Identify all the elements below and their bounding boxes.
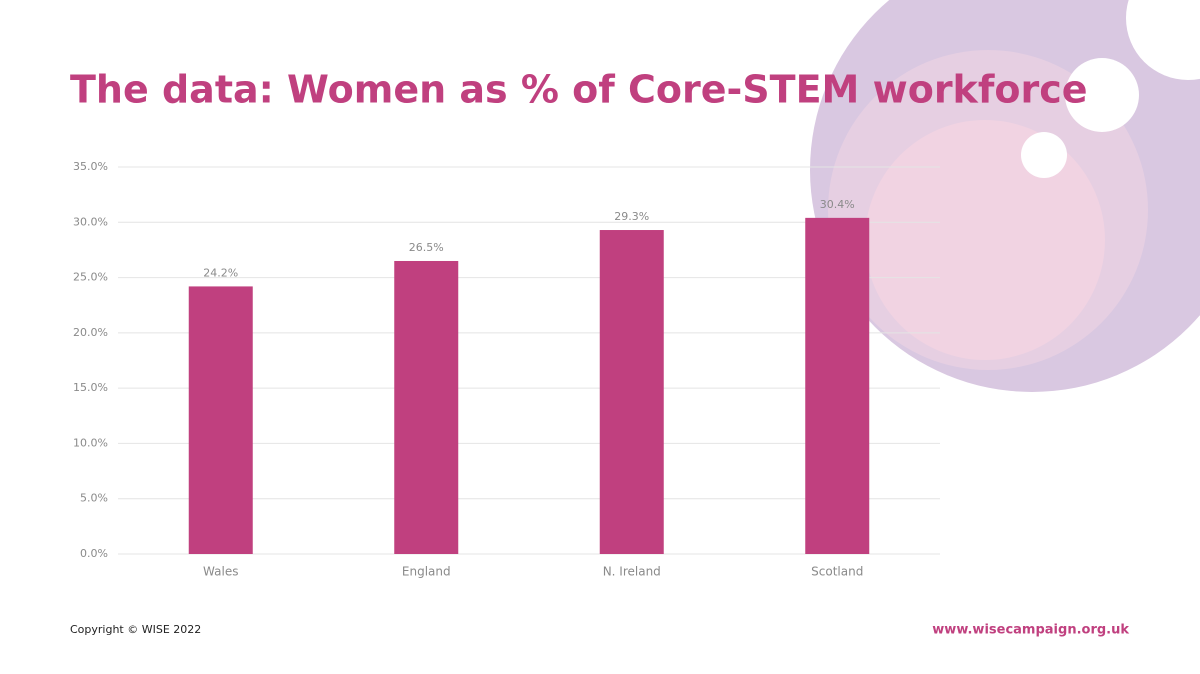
y-tick-label: 20.0% (73, 326, 108, 339)
bar (599, 230, 664, 555)
y-tick-label: 25.0% (73, 271, 108, 284)
value-label: 29.3% (614, 210, 649, 223)
y-tick-label: 5.0% (80, 492, 108, 505)
bg-circle (865, 120, 1105, 360)
y-tick-label: 0.0% (80, 547, 108, 560)
y-tick-label: 30.0% (73, 215, 108, 228)
y-tick-label: 10.0% (73, 436, 108, 449)
decoration (810, 0, 1200, 392)
y-tick-label: 35.0% (73, 160, 108, 173)
bg-circle (1126, 0, 1200, 80)
x-tick-label: Scotland (811, 565, 863, 579)
bar (805, 217, 870, 554)
website[interactable]: www.wisecampaign.org.uk (932, 623, 1129, 638)
copyright: Copyright © WISE 2022 (70, 623, 201, 636)
x-tick-label: N. Ireland (603, 565, 661, 579)
bg-circle (1021, 132, 1067, 178)
y-tick-label: 15.0% (73, 381, 108, 394)
bar (394, 260, 459, 554)
x-tick-label: Wales (203, 565, 238, 579)
value-label: 30.4% (820, 198, 855, 211)
chart-title: The data: Women as % of Core-STEM workfo… (70, 68, 1088, 112)
value-label: 24.2% (203, 266, 238, 279)
bg-circle (1065, 58, 1139, 132)
x-tick-label: England (402, 565, 451, 579)
bar (188, 286, 253, 554)
value-label: 26.5% (409, 241, 444, 254)
